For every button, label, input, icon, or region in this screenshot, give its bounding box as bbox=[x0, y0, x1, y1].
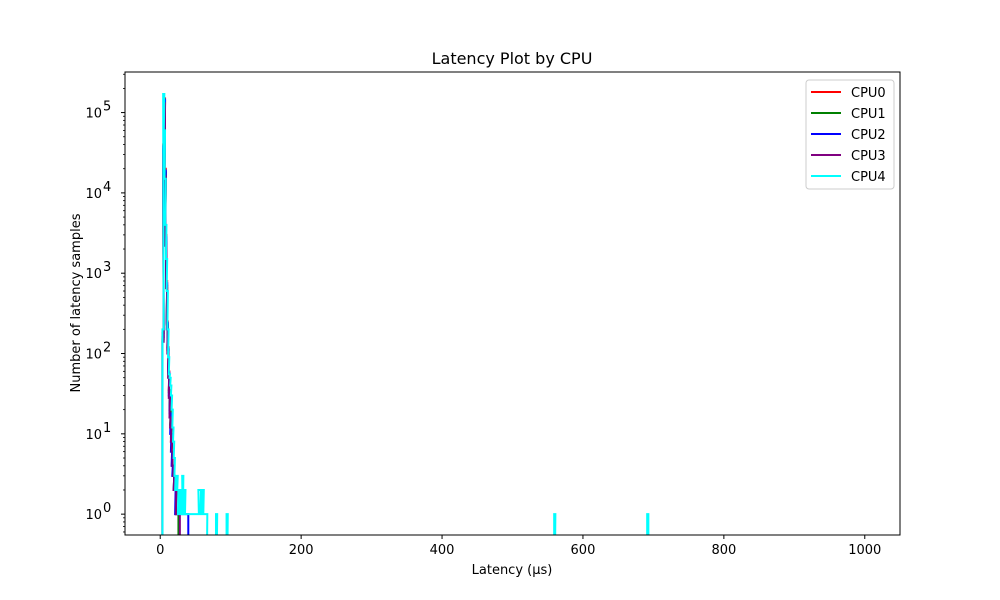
y-tick-exponent: 1 bbox=[103, 421, 111, 436]
x-tick-label: 400 bbox=[430, 543, 455, 558]
chart-title: Latency Plot by CPU bbox=[432, 49, 593, 68]
x-axis-title: Latency (µs) bbox=[472, 563, 553, 578]
legend-label-cpu1: CPU1 bbox=[851, 107, 886, 122]
y-tick-exponent: 2 bbox=[103, 341, 111, 356]
series-line-cpu4 bbox=[161, 93, 650, 535]
y-tick-label: 10 bbox=[85, 508, 102, 523]
y-tick-exponent: 5 bbox=[103, 100, 111, 115]
y-tick-exponent: 4 bbox=[103, 180, 111, 195]
x-tick-label: 600 bbox=[571, 543, 596, 558]
legend-box bbox=[805, 79, 895, 190]
y-tick-exponent: 3 bbox=[103, 260, 111, 275]
legend: CPU0 CPU1 CPU2 CPU3 CPU4 bbox=[805, 79, 895, 190]
legend-label-cpu0: CPU0 bbox=[851, 86, 886, 101]
legend-label-cpu3: CPU3 bbox=[851, 149, 886, 164]
x-tick-label: 800 bbox=[711, 543, 736, 558]
y-axis-title: Number of latency samples bbox=[69, 213, 84, 392]
plot-region bbox=[161, 93, 650, 535]
axes-frame bbox=[124, 71, 901, 536]
y-tick-label: 10 bbox=[85, 428, 102, 443]
series-layer bbox=[161, 93, 650, 535]
legend-label-cpu4: CPU4 bbox=[851, 170, 886, 185]
x-tick-label: 200 bbox=[289, 543, 314, 558]
y-tick-label: 10 bbox=[85, 267, 102, 282]
x-tick-label: 1000 bbox=[848, 543, 881, 558]
y-tick-label: 10 bbox=[85, 348, 102, 363]
y-tick-label: 10 bbox=[85, 107, 102, 122]
y-tick-label: 10 bbox=[85, 187, 102, 202]
x-tick-label: 0 bbox=[156, 543, 164, 558]
y-tick-exponent: 0 bbox=[103, 501, 111, 516]
legend-label-cpu2: CPU2 bbox=[851, 128, 886, 143]
